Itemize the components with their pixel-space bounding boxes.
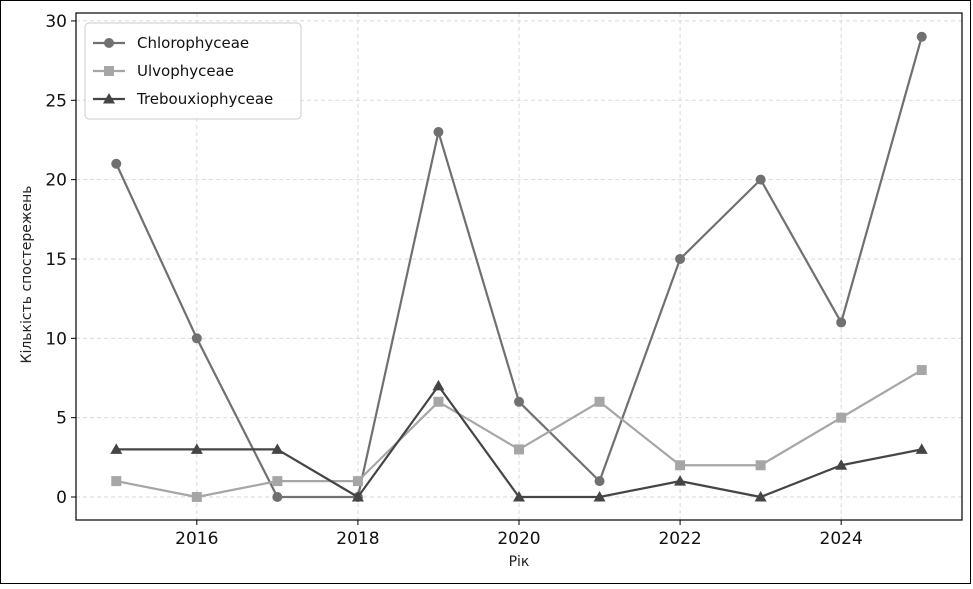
data-point	[916, 31, 927, 42]
y-axis: 0 5 10 15 20 25 30	[45, 12, 76, 508]
y-tick-label: 0	[56, 488, 67, 508]
data-point	[594, 396, 605, 407]
legend-label: Ulvophyceae	[137, 62, 234, 80]
x-tick-label: 2020	[497, 529, 540, 549]
data-point	[836, 317, 847, 328]
y-axis-label: Кількість спостережень	[19, 186, 35, 364]
data-point	[111, 476, 122, 487]
legend-label: Trebouxiophyceae	[136, 90, 273, 108]
y-tick-label: 5	[56, 409, 67, 429]
data-point	[272, 491, 283, 502]
data-point	[514, 444, 524, 455]
x-axis: 2016 2018 2020 2022 2024	[175, 520, 863, 549]
legend-box	[84, 22, 302, 120]
data-point	[755, 174, 766, 185]
y-tick-label: 25	[45, 91, 67, 111]
legend-item: Ulvophyceae	[93, 62, 234, 80]
data-point	[191, 491, 202, 502]
x-tick-label: 2016	[175, 529, 218, 549]
legend-item: Chlorophyceae	[93, 34, 249, 52]
data-point	[675, 253, 686, 264]
series-trebouxiophyceae	[110, 379, 928, 502]
y-tick-label: 30	[45, 12, 67, 32]
x-tick-label: 2024	[820, 529, 863, 549]
x-tick-label: 2022	[658, 529, 701, 549]
series-chlorophyceae	[111, 31, 927, 502]
legend-label: Chlorophyceae	[137, 34, 249, 52]
data-point	[836, 412, 847, 423]
data-point	[513, 490, 525, 502]
data-point	[835, 459, 848, 470]
data-point	[351, 490, 364, 502]
legend-item: Trebouxiophyceae	[93, 90, 273, 108]
data-point	[754, 490, 767, 502]
data-point	[674, 475, 687, 486]
data-point	[915, 443, 928, 454]
y-tick-label: 20	[45, 171, 67, 191]
data-point	[191, 333, 202, 344]
data-point	[271, 443, 284, 454]
legend-marker	[104, 66, 114, 76]
legend: Chlorophyceae Ulvophyceae Trebouxiophyceae	[84, 22, 302, 120]
data-point	[594, 476, 605, 487]
legend-marker	[104, 38, 114, 48]
data-point	[755, 460, 766, 471]
series-layer	[110, 31, 928, 502]
legend-marker	[103, 93, 115, 104]
y-tick-label: 10	[45, 329, 67, 349]
y-tick-label: 15	[45, 250, 67, 270]
data-point	[916, 365, 927, 376]
data-point	[433, 396, 444, 407]
data-point	[352, 476, 363, 487]
data-point	[514, 396, 524, 407]
data-point	[433, 127, 444, 138]
x-axis-label: Рік	[509, 554, 530, 570]
data-point	[190, 443, 203, 454]
data-point	[593, 490, 606, 502]
series-ulvophyceae	[111, 365, 927, 502]
data-point	[432, 379, 445, 391]
data-point	[675, 460, 686, 471]
data-point	[111, 158, 122, 169]
data-point	[110, 443, 123, 454]
data-point	[272, 476, 283, 487]
x-tick-label: 2018	[336, 529, 379, 549]
